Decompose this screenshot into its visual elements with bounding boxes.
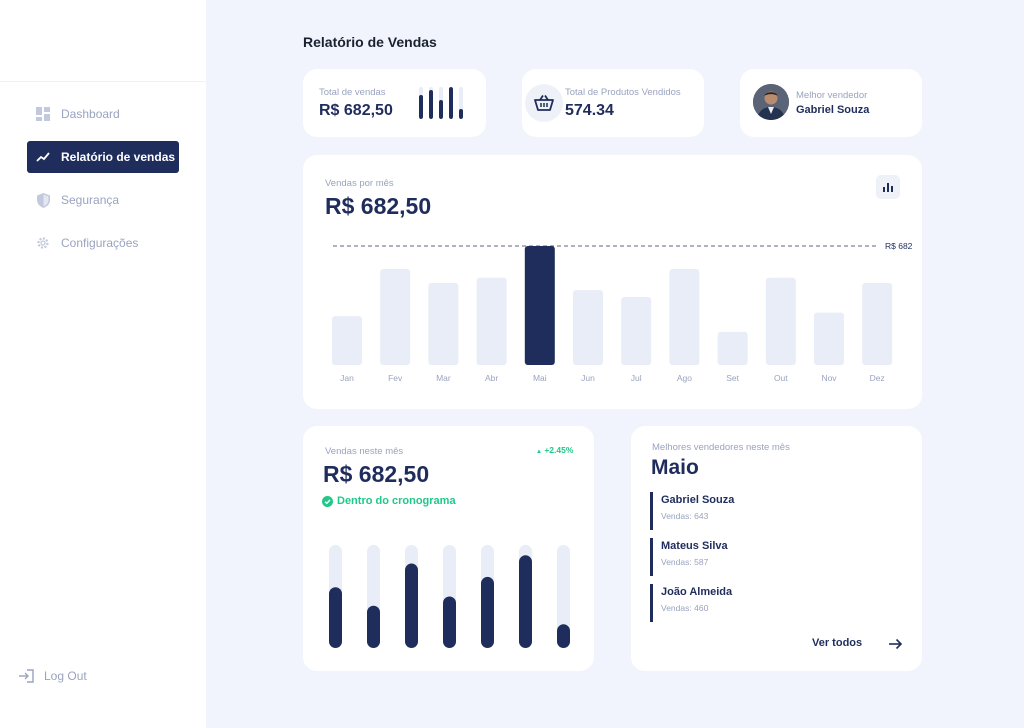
sidebar-item-label: Relatório de vendas [61,150,176,164]
seller-name: Gabriel Souza [661,494,735,506]
bar-jan[interactable] [332,316,362,365]
list-item: Gabriel Souza Vendas: 643 [650,492,734,530]
mini-bar [439,87,443,119]
best-seller-name: Gabriel Souza [796,104,870,116]
bar-mar[interactable] [428,282,459,365]
mini-bar [419,87,423,119]
sidebar-item-sales-report[interactable]: Relatório de vendas [27,141,179,173]
total-sales-card [303,69,486,137]
dashboard-icon [35,106,51,122]
bar-set[interactable] [717,331,748,365]
change-badge: ▲ +2.45% [536,445,573,455]
seller-sales: Vendas: 587 [661,557,709,567]
arrow-up-icon: ▲ [536,449,542,455]
chart-type-button[interactable] [876,175,900,199]
check-circle-icon [322,495,333,507]
top-sellers-month: Maio [651,456,699,479]
sidebar-item-security[interactable]: Segurança [27,184,179,216]
progress-fill [481,576,494,648]
this-month-value: R$ 682,50 [323,461,430,487]
total-sales-label: Total de vendas [319,87,386,98]
top-sellers-card [631,426,922,671]
page-title: Relatório de Vendas [303,34,437,50]
month-label: Mar [436,373,451,383]
sidebar-item-label: Configurações [61,236,139,250]
monthly-bar-chart: R$ 682 Jan Fev Mar Abr Mai Jun Jul Ago Set Out Nov D… [332,241,913,383]
month-label: Out [774,373,788,383]
basket-icon [525,84,563,122]
status-indicator: Dentro do cronograma [322,495,456,507]
progress-fill [519,555,532,648]
seller-name: Mateus Silva [661,540,728,552]
logout-icon [18,668,34,684]
avatar [753,84,789,120]
this-month-label: Vendas neste mês [325,446,404,457]
bar-chart-icon [883,183,893,192]
progress-fill [329,587,342,648]
seller-name: João Almeida [661,586,733,598]
products-sold-value: 574.34 [565,102,614,119]
sidebar-item-label: Segurança [61,193,120,207]
month-label: Set [726,373,739,383]
best-seller-label: Melhor vendedor [796,90,868,101]
arrow-right-icon[interactable] [888,637,903,655]
seller-sales: Vendas: 643 [661,511,709,521]
month-label: Nov [821,373,837,383]
bar-abr[interactable] [476,277,507,365]
month-label: Jun [581,373,595,383]
bar-mai[interactable] [524,246,555,365]
bar-fev[interactable] [380,269,411,365]
month-label: Jul [631,373,642,383]
gear-icon [35,235,51,251]
progress-fill [557,624,570,648]
month-label: Fev [388,373,403,383]
mini-bar [429,87,433,119]
progress-fill [405,563,418,648]
bar-nov[interactable] [814,312,844,365]
total-sales-value: R$ 682,50 [319,102,393,119]
shield-icon [35,192,51,208]
see-all-link[interactable]: Ver todos [812,637,863,649]
status-text: Dentro do cronograma [337,495,456,507]
seller-sales: Vendas: 460 [661,603,709,613]
sidebar: Dashboard Relatório de vendas Segurança … [0,0,206,728]
sidebar-item-label: Dashboard [61,107,120,121]
progress-track [557,545,570,648]
mini-bar [449,87,453,119]
products-sold-label: Total de Produtos Vendidos [565,87,681,98]
bar-jun[interactable] [573,289,603,365]
month-label: Jan [340,373,354,383]
progress-fill [443,596,456,648]
sidebar-item-dashboard[interactable]: Dashboard [27,98,179,130]
list-item: João Almeida Vendas: 460 [650,584,732,622]
top-sellers-label: Melhores vendedores neste mês [652,442,790,453]
bar-dez[interactable] [862,282,893,365]
month-label: Ago [677,373,692,383]
sidebar-item-settings[interactable]: Configurações [27,227,179,259]
list-item: Mateus Silva Vendas: 587 [650,538,728,576]
bar-out[interactable] [765,277,796,365]
reference-label: R$ 682 [885,241,913,251]
progress-fill [367,605,380,648]
mini-bar-chart [419,87,463,119]
month-label: Dez [870,373,885,383]
bar-jul[interactable] [621,296,652,365]
this-month-bar-chart [329,545,570,648]
trending-up-icon [35,149,51,165]
sidebar-divider [0,81,206,82]
month-label: Mai [533,373,547,383]
logout-label: Log Out [44,669,87,683]
change-value: +2.45% [544,445,574,455]
bar-ago[interactable] [669,269,700,365]
monthly-sales-value: R$ 682,50 [325,193,432,219]
logout-button[interactable]: Log Out [18,668,87,684]
month-label: Abr [485,373,498,383]
mini-bar [459,87,463,119]
monthly-sales-label: Vendas por mês [325,178,394,189]
